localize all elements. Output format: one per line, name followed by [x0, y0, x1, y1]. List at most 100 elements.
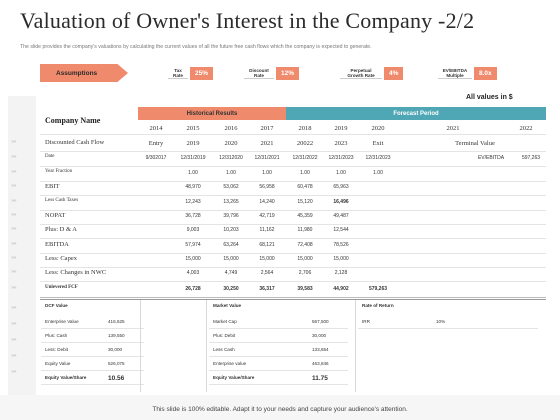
footer-band	[0, 395, 560, 420]
row-divider	[40, 134, 546, 135]
cell-value: 12/31/2022	[292, 155, 318, 161]
market-value-row-value: 567,500	[312, 319, 329, 324]
dcf-value-row-label: Equity Value/Share	[45, 375, 87, 380]
row-divider	[40, 281, 546, 282]
row-divider	[40, 224, 546, 225]
chevron-right-icon: »»	[11, 212, 17, 218]
row-divider	[40, 253, 546, 254]
dcf-value-row-value: 10.56	[108, 375, 125, 382]
year-header: 2021	[446, 125, 460, 132]
units-note: All values in $	[466, 94, 513, 101]
tax-rate-assumption: Tax Rate 25%	[168, 64, 214, 82]
row-divider	[41, 342, 144, 343]
column-divider	[355, 300, 356, 392]
cell-value: 65,963	[333, 184, 349, 190]
cell-value: 12/31/2021	[254, 155, 280, 161]
row-label-ebit: EBIT	[45, 183, 60, 190]
cell-value: EV/EBITDA	[477, 155, 505, 161]
growth-rate-assumption: Perpetual Growth Rate 4%	[340, 64, 404, 82]
dcf-value-row-value: 526,075	[108, 361, 125, 366]
dcf-value-row-label: Enterprise Value	[45, 319, 79, 324]
cell-value: 56,958	[259, 184, 275, 190]
chevron-right-icon: »»	[11, 285, 17, 291]
chevron-right-icon: »»	[11, 241, 17, 247]
dcf-value-header: DCF Value	[45, 303, 68, 308]
row-divider	[209, 342, 348, 343]
market-value-row-label: Plus: Debit	[213, 333, 236, 338]
forecast-period-header: Forecast Period	[286, 107, 546, 120]
cell-value: 1.00	[188, 170, 198, 176]
chevron-right-icon: »»	[11, 198, 17, 204]
row-divider	[40, 151, 546, 152]
market-value-row-value: 30,000	[312, 333, 327, 338]
cell-value: 1.00	[262, 170, 272, 176]
cell-value: 45,359	[297, 213, 313, 219]
row-label-ebitda: EBITDA	[45, 241, 69, 248]
market-value-row-label: Less Cash	[213, 347, 235, 352]
cell-value: 2,706	[298, 270, 312, 276]
cell-value: 10,203	[223, 227, 239, 233]
row-divider	[40, 181, 546, 182]
market-value-row-label: Market Cap	[213, 319, 237, 324]
row-label-date-row: Date	[45, 154, 55, 159]
cell-value: 2,128	[334, 270, 348, 276]
cell-value: 16,496	[333, 199, 349, 205]
cell-value: 11,162	[259, 227, 275, 233]
chevron-right-icon: »»	[11, 353, 17, 359]
cell-value: Terminal Value	[455, 140, 495, 147]
cell-value: 15,000	[297, 256, 313, 262]
page-title: Valuation of Owner's Interest in the Com…	[20, 8, 475, 33]
year-header: 2018	[298, 125, 312, 132]
row-label-unlevered: Unlevered FCF	[45, 285, 78, 290]
chevron-right-icon: »»	[11, 269, 17, 275]
cell-value: 15,000	[259, 256, 275, 262]
market-value-header: Market Value	[213, 303, 242, 308]
row-divider	[209, 370, 348, 371]
cell-value: 15,000	[223, 256, 239, 262]
cell-value: 39,583	[297, 286, 313, 292]
cell-value: 57,974	[185, 242, 201, 248]
cell-value: 2,564	[260, 270, 274, 276]
row-divider	[41, 370, 144, 371]
cell-value: 30,250	[223, 286, 239, 292]
cell-value: 15,000	[185, 256, 201, 262]
dcf-value-row-value: 416,525	[108, 319, 125, 324]
row-divider	[40, 297, 546, 298]
cell-value: 4,749	[224, 270, 238, 276]
growth-rate-label: Perpetual Growth Rate	[340, 68, 382, 79]
cell-value: 1.00	[336, 170, 346, 176]
historical-results-header: Historical Results	[138, 107, 286, 120]
cell-value: 11,980	[297, 227, 313, 233]
ev-ebitda-label: EV/EBITDA Multiple	[438, 68, 472, 79]
column-divider	[206, 300, 207, 392]
footer-note: This slide is 100% editable. Adapt it to…	[152, 406, 408, 413]
cell-value: 15,120	[297, 199, 313, 205]
cell-value: 60,478	[297, 184, 313, 190]
cell-value: 26,728	[185, 286, 201, 292]
year-header: 2019	[334, 125, 348, 132]
cell-value: 42,719	[259, 213, 275, 219]
market-value-row-value: 463,846	[312, 361, 329, 366]
row-label-dcf-row: Discounted Cash Flow	[45, 139, 105, 146]
growth-rate-value: 4%	[384, 66, 404, 80]
year-header: 2016	[224, 125, 238, 132]
row-divider	[41, 328, 144, 329]
row-label-less-cash-taxes: Less Cash Taxes	[45, 198, 79, 203]
chevron-right-icon: »»	[11, 305, 17, 311]
chevron-right-icon: »»	[11, 321, 17, 327]
cell-value: 2023	[334, 140, 348, 147]
dcf-value-row-label: Equity Value	[45, 361, 71, 366]
chevron-right-icon: »»	[11, 226, 17, 232]
tax-rate-value: 25%	[190, 66, 214, 80]
irr-label: IRR	[362, 319, 370, 324]
cell-value: 68,121	[259, 242, 275, 248]
left-side-band	[8, 96, 36, 410]
cell-value: 12/31/2023	[328, 155, 354, 161]
cell-value: Entry	[148, 140, 164, 147]
cell-value: 12,243	[185, 199, 201, 205]
year-header: 2015	[186, 125, 200, 132]
row-divider	[40, 210, 546, 211]
cell-value: 12,544	[333, 227, 349, 233]
cell-value: 9/302017	[145, 155, 167, 161]
year-header: 2022	[519, 125, 533, 132]
